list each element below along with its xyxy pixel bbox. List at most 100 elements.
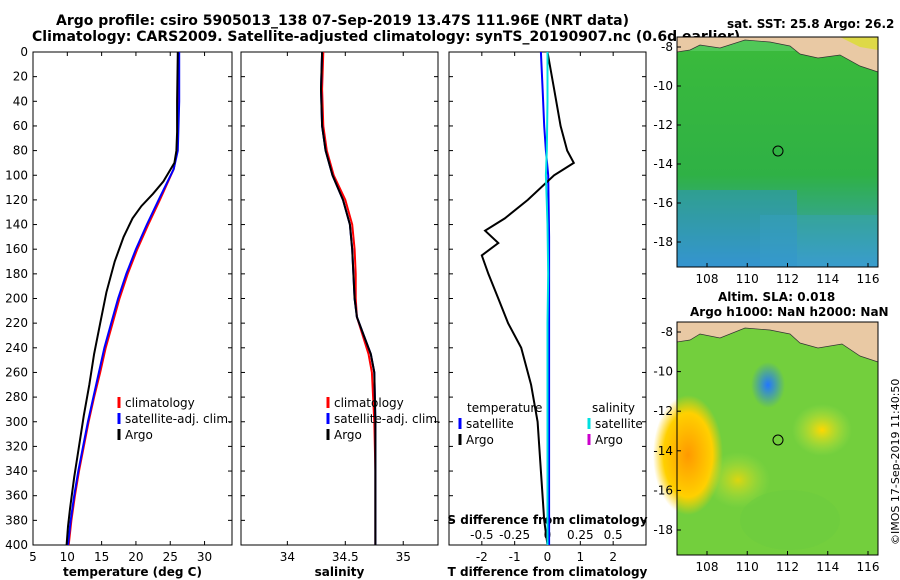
y-tick-label: 300 (5, 415, 28, 429)
map-x-tick-label: 114 (816, 272, 839, 286)
series-line-temperature-argo (480, 51, 576, 546)
y-tick-label: 340 (5, 464, 28, 478)
map-y-tick-label: -10 (653, 365, 673, 379)
temperature-panel: 0 20 40 60 80 100 120 140 160 180 200 220 240 260 280 3… (5, 45, 233, 579)
legend-label: satellite (466, 417, 514, 431)
temperature-plot-frame (32, 51, 233, 546)
series-line-salinity-satellite (544, 52, 550, 545)
legend-label: satellite-adj. clim. (334, 412, 441, 426)
y-tick-label: 240 (5, 341, 28, 355)
sst-map-frame (676, 36, 879, 268)
series-line-climatology (321, 51, 377, 545)
sst-map (676, 36, 879, 268)
salinity-plot-frame (240, 51, 439, 546)
x-tick-label: 20 (128, 550, 143, 564)
sla-map-axes: 108 110 112 114 116 -8 -10 -12 -14 -16 -18 (653, 325, 879, 574)
y-tick-label: 80 (13, 144, 28, 158)
map-y-tick-label: -14 (653, 157, 673, 171)
sst-cool-patch (677, 190, 797, 267)
sla-argo-location-marker (772, 434, 784, 446)
sla-warm-eddy-west (653, 395, 723, 515)
y-tick-label: 60 (13, 119, 28, 133)
x-tick-label: -2 (476, 550, 488, 564)
sla-warm-eddy-east (792, 404, 852, 456)
y-tick-label: 20 (13, 70, 28, 84)
map-x-tick-label: 112 (776, 272, 799, 286)
legend-label: climatology (125, 396, 195, 410)
y-tick-label: 380 (5, 513, 28, 527)
y-tick-label: 360 (5, 489, 28, 503)
y-tick-label: 260 (5, 365, 28, 379)
x-tick-label: 25 (163, 550, 178, 564)
y-tick-label: 200 (5, 292, 28, 306)
series-line-argo (319, 51, 377, 545)
title-line-1: Argo profile: csiro 5905013_138 07-Sep-2… (56, 13, 629, 29)
y-tick-label: 320 (5, 439, 28, 453)
x-tick-label: 15 (94, 550, 109, 564)
salinity-x-axis-label: salinity (315, 565, 365, 579)
legend-label: climatology (334, 396, 404, 410)
map-y-tick-label: -8 (661, 40, 673, 54)
map-y-tick-label: -16 (653, 196, 673, 210)
sst-cool-patch-east (760, 215, 878, 267)
sla-java-landmass (676, 321, 879, 363)
map-y-tick-label: -12 (653, 404, 673, 418)
y-tick-label: 280 (5, 390, 28, 404)
sla-map-title-line-2: Argo h1000: NaN h2000: NaN (690, 305, 889, 319)
title-line-2: Climatology: CARS2009. Satellite-adjuste… (32, 29, 741, 45)
y-tick-label: 400 (5, 538, 28, 552)
map-x-tick-label: 116 (857, 272, 880, 286)
sla-green-patch-south (740, 490, 840, 550)
legend-label: Argo (334, 428, 362, 442)
sst-warm-corner (840, 37, 878, 50)
salinity-panel: 34 34.5 35 salinity climatology satellite-adj… (240, 51, 441, 579)
map-y-tick-label: -14 (653, 444, 673, 458)
legend-title-salinity: salinity (592, 401, 635, 415)
sla-map-title-line-1: Altim. SLA: 0.018 (718, 290, 836, 304)
y-tick-label: 180 (5, 267, 28, 281)
map-x-tick-label: 112 (776, 560, 799, 574)
legend-label: Argo (125, 428, 153, 442)
y-tick-label: 40 (13, 94, 28, 108)
series-line-temperature-satellite (539, 51, 551, 545)
map-x-tick-label: 110 (736, 560, 759, 574)
x-tick-label: 10 (60, 550, 75, 564)
secondary-x-tick-label: -0.25 (499, 528, 530, 542)
secondary-x-tick-label: -0.5 (470, 528, 493, 542)
secondary-x-tick-label: 0.25 (567, 528, 594, 542)
x-tick-label: -1 (509, 550, 521, 564)
sla-map (653, 321, 879, 556)
map-x-tick-label: 108 (696, 272, 719, 286)
series-line-satellite-adj-clim- (67, 52, 181, 546)
map-x-tick-label: 114 (816, 560, 839, 574)
x-tick-label: 30 (197, 550, 212, 564)
sla-warm-patch-south (706, 452, 770, 508)
map-y-tick-label: -16 (653, 483, 673, 497)
y-tick-label: 160 (5, 242, 28, 256)
secondary-x-tick-label: 0.5 (604, 528, 623, 542)
series-line-argo (65, 51, 179, 546)
x-tick-label: 35 (396, 550, 411, 564)
imos-credit: ©IMOS 17-Sep-2019 11:40:50 (889, 378, 900, 545)
map-y-tick-label: -18 (653, 235, 673, 249)
sla-cool-eddy (751, 362, 785, 408)
y-tick-label: 140 (5, 218, 28, 232)
map-y-tick-label: -10 (653, 79, 673, 93)
legend-title-temperature: temperature (467, 401, 542, 415)
map-x-tick-label: 108 (696, 560, 719, 574)
map-y-tick-label: -8 (661, 325, 673, 339)
y-tick-label: 100 (5, 168, 28, 182)
map-x-tick-label: 110 (736, 272, 759, 286)
x-tick-label: 34.5 (332, 550, 359, 564)
sla-map-frame (676, 321, 879, 556)
sst-argo-location-marker (772, 145, 784, 157)
y-tick-label: 0 (20, 45, 28, 59)
legend-label: Argo (466, 433, 494, 447)
difference-x-axis-label: T difference from climatology (448, 565, 648, 579)
map-x-tick-label: 116 (857, 560, 880, 574)
sst-map-background (677, 37, 878, 267)
map-y-tick-label: -18 (653, 523, 673, 537)
sst-java-landmass (676, 36, 879, 73)
